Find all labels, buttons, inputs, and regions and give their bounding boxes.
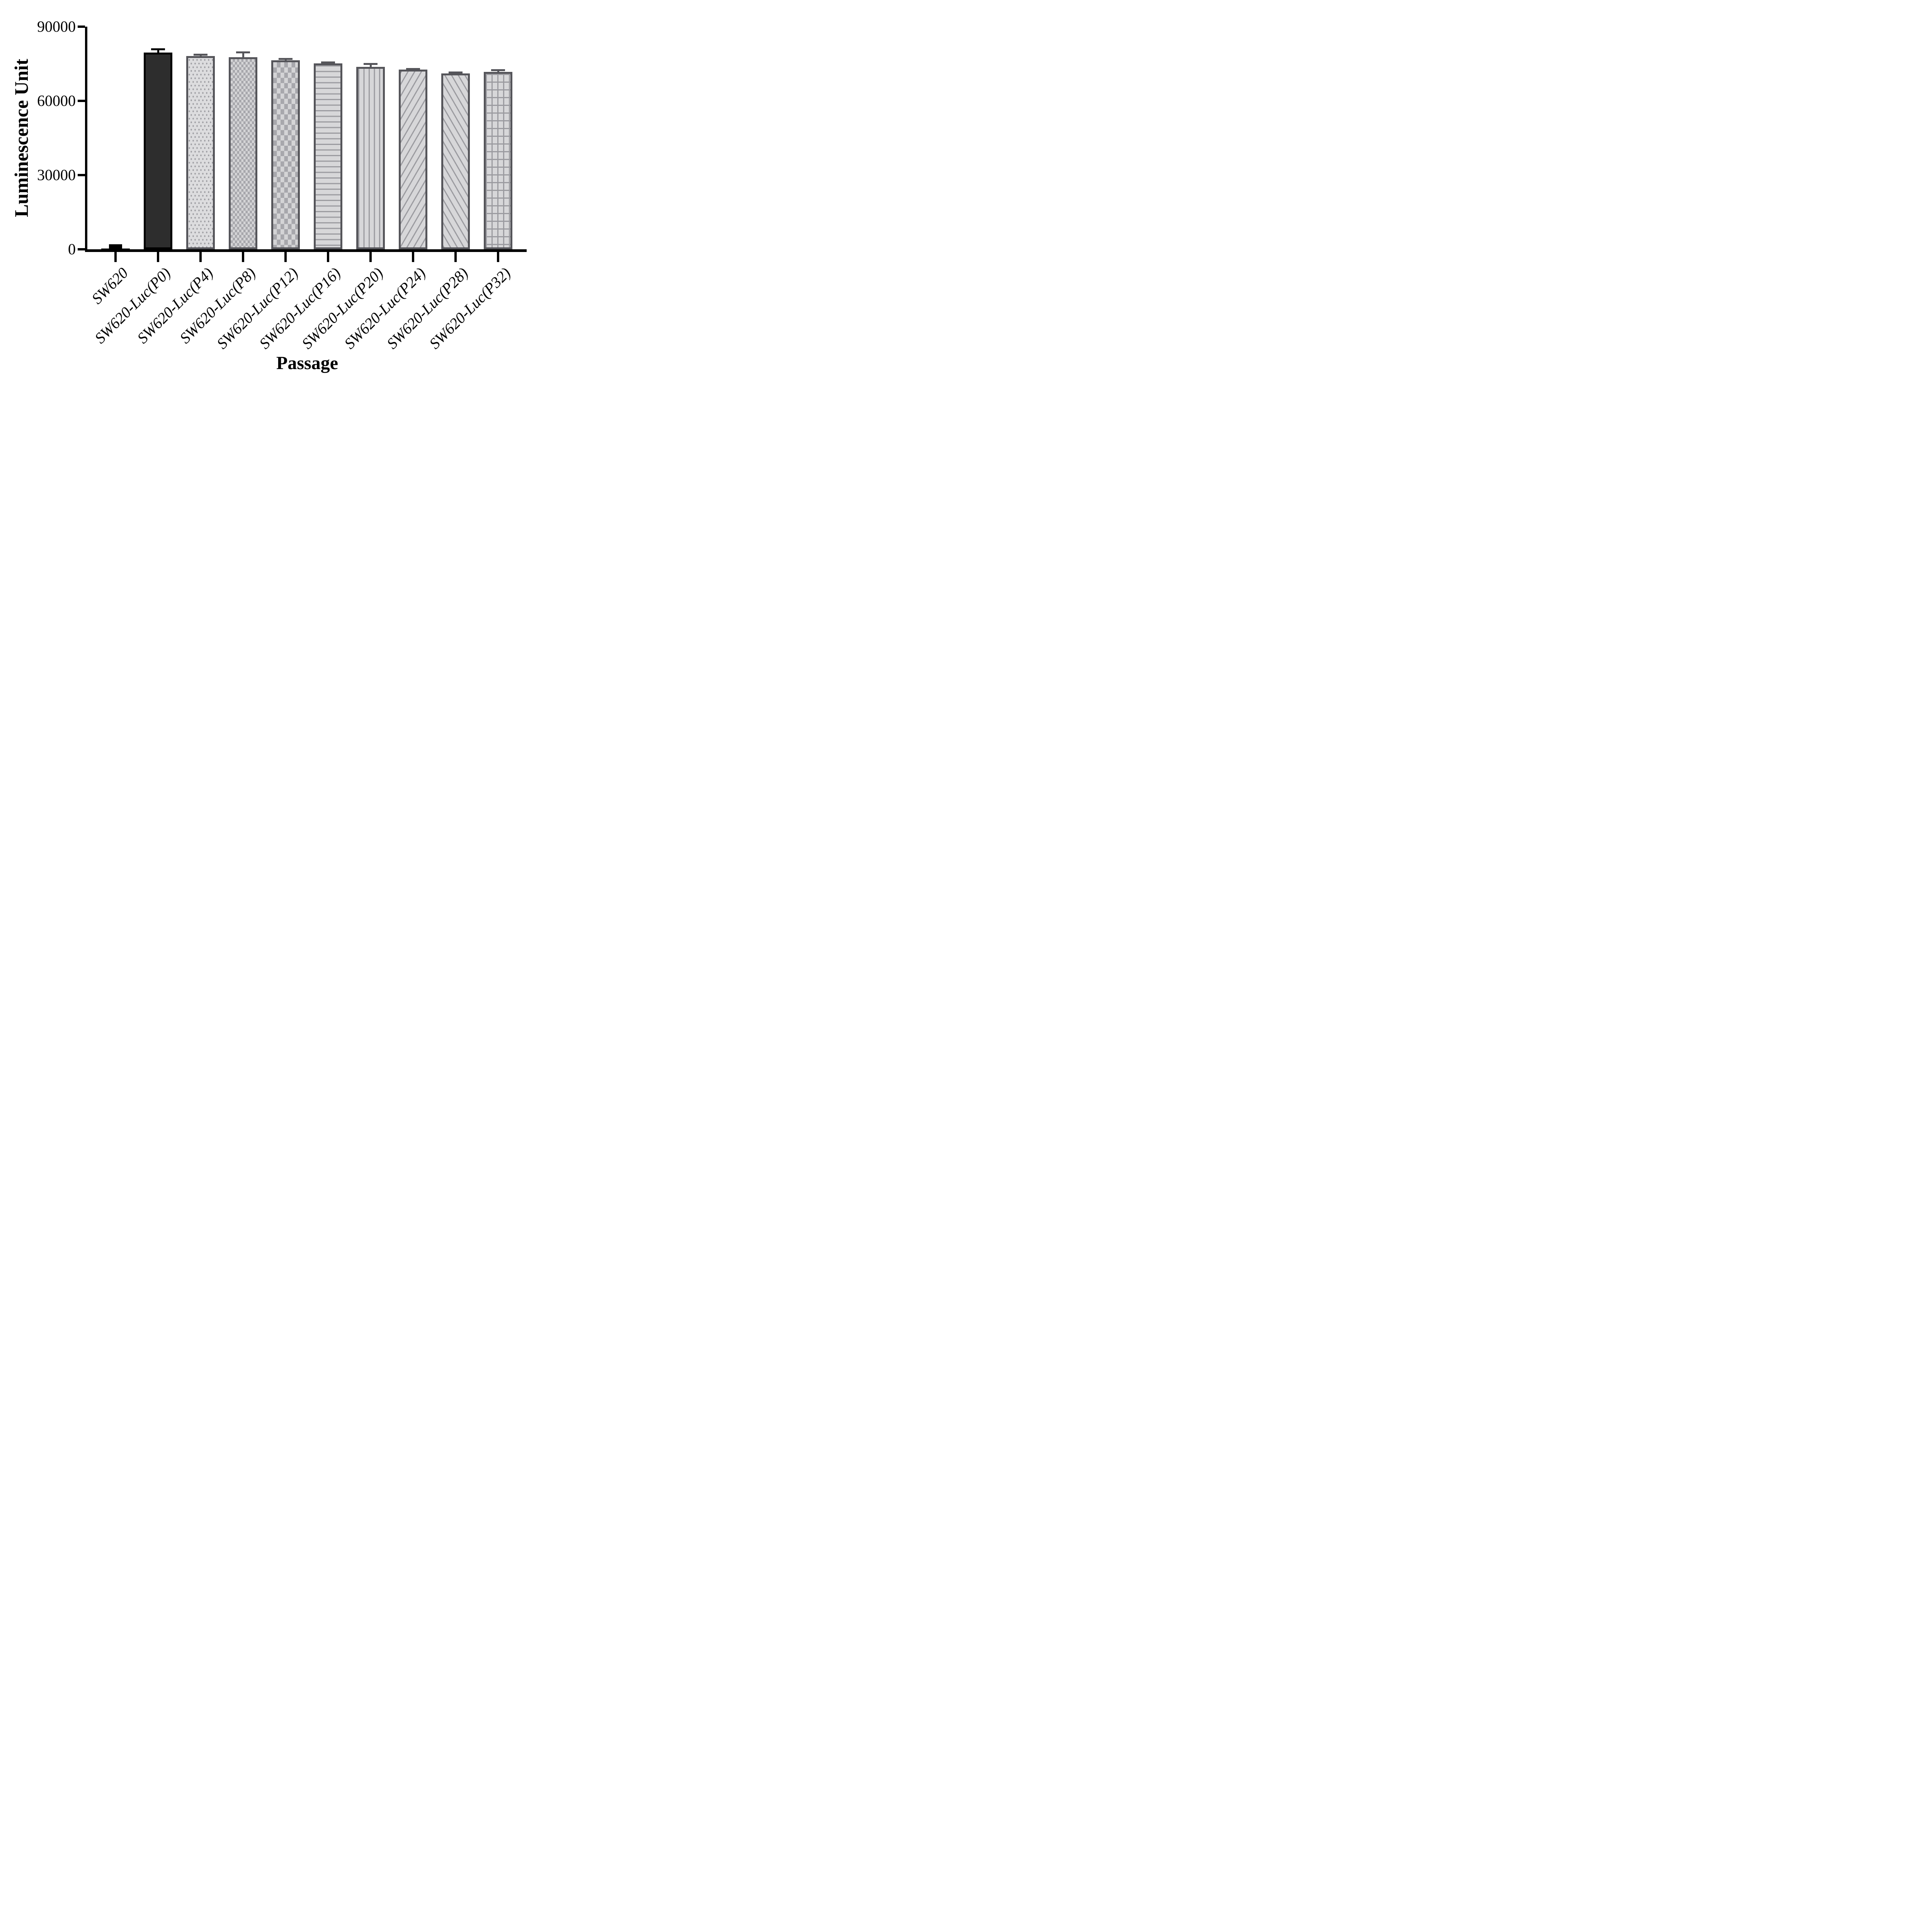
y-tick-label-60000: 60000 [37,92,76,109]
bar-SW620-Luc(P32) [484,72,512,249]
y-tick-30000 [78,174,85,176]
error-bar-cap-SW620-Luc(P8) [236,51,250,53]
x-tick-SW620-Luc(P20) [369,252,372,262]
bar-SW620-Luc(P16) [314,63,342,249]
x-axis-title: Passage [276,353,338,373]
error-bar-cap-SW620-Luc(P12) [279,58,293,60]
x-axis-line [85,249,527,252]
error-bar-cap-SW620-Luc(P0) [151,48,165,50]
x-tick-SW620-Luc(P12) [284,252,287,262]
error-bar-cap-SW620-Luc(P32) [491,69,505,71]
error-bar-stem-SW620-Luc(P0) [157,48,159,53]
x-tick-SW620-Luc(P4) [199,252,202,262]
error-bar-SW620 [109,244,122,249]
bar-SW620-Luc(P20) [356,67,385,249]
error-bar-stem-SW620-Luc(P8) [242,51,244,57]
error-bar-cap-SW620-Luc(P20) [364,63,378,65]
error-bar-stem-SW620-Luc(P20) [370,63,372,67]
y-tick-90000 [78,26,85,28]
bar-SW620-Luc(P12) [271,60,300,249]
error-bar-cap-SW620-Luc(P16) [321,61,335,63]
error-bar-cap-SW620-Luc(P28) [449,72,463,73]
x-tick-SW620-Luc(P0) [157,252,159,262]
bar-SW620-Luc(P0) [144,53,172,249]
bar-SW620-Luc(P28) [441,73,470,249]
bar-chart-figure: Luminescence Unit 0 30000 60000 90000 SW620 S… [0,0,551,383]
x-tick-SW620-Luc(P16) [327,252,329,262]
bar-SW620-Luc(P24) [399,70,427,249]
error-bar-cap-SW620-Luc(P24) [406,68,420,70]
x-tick-SW620-Luc(P24) [412,252,414,262]
error-bar-cap-SW620-Luc(P4) [194,54,207,56]
y-axis-title: Luminescence Unit [10,59,32,217]
y-tick-60000 [78,100,85,102]
x-tick-label-SW620-Luc(P0): SW620-Luc(P0) [91,264,174,347]
y-tick-label-90000: 90000 [37,18,76,35]
y-tick-label-0: 0 [68,240,76,258]
x-tick-SW620-Luc(P8) [242,252,244,262]
y-tick-0 [78,248,85,250]
x-tick-label-SW620-Luc(P4): SW620-Luc(P4) [134,264,217,347]
bar-SW620-Luc(P4) [186,56,215,249]
y-tick-label-30000: 30000 [37,166,76,184]
y-axis-line [85,27,87,252]
bar-SW620-Luc(P8) [229,57,257,249]
x-tick-label-SW620-Luc(P8): SW620-Luc(P8) [176,264,259,347]
x-tick-SW620-Luc(P28) [454,252,457,262]
x-tick-SW620 [114,252,117,262]
x-tick-SW620-Luc(P32) [497,252,499,262]
